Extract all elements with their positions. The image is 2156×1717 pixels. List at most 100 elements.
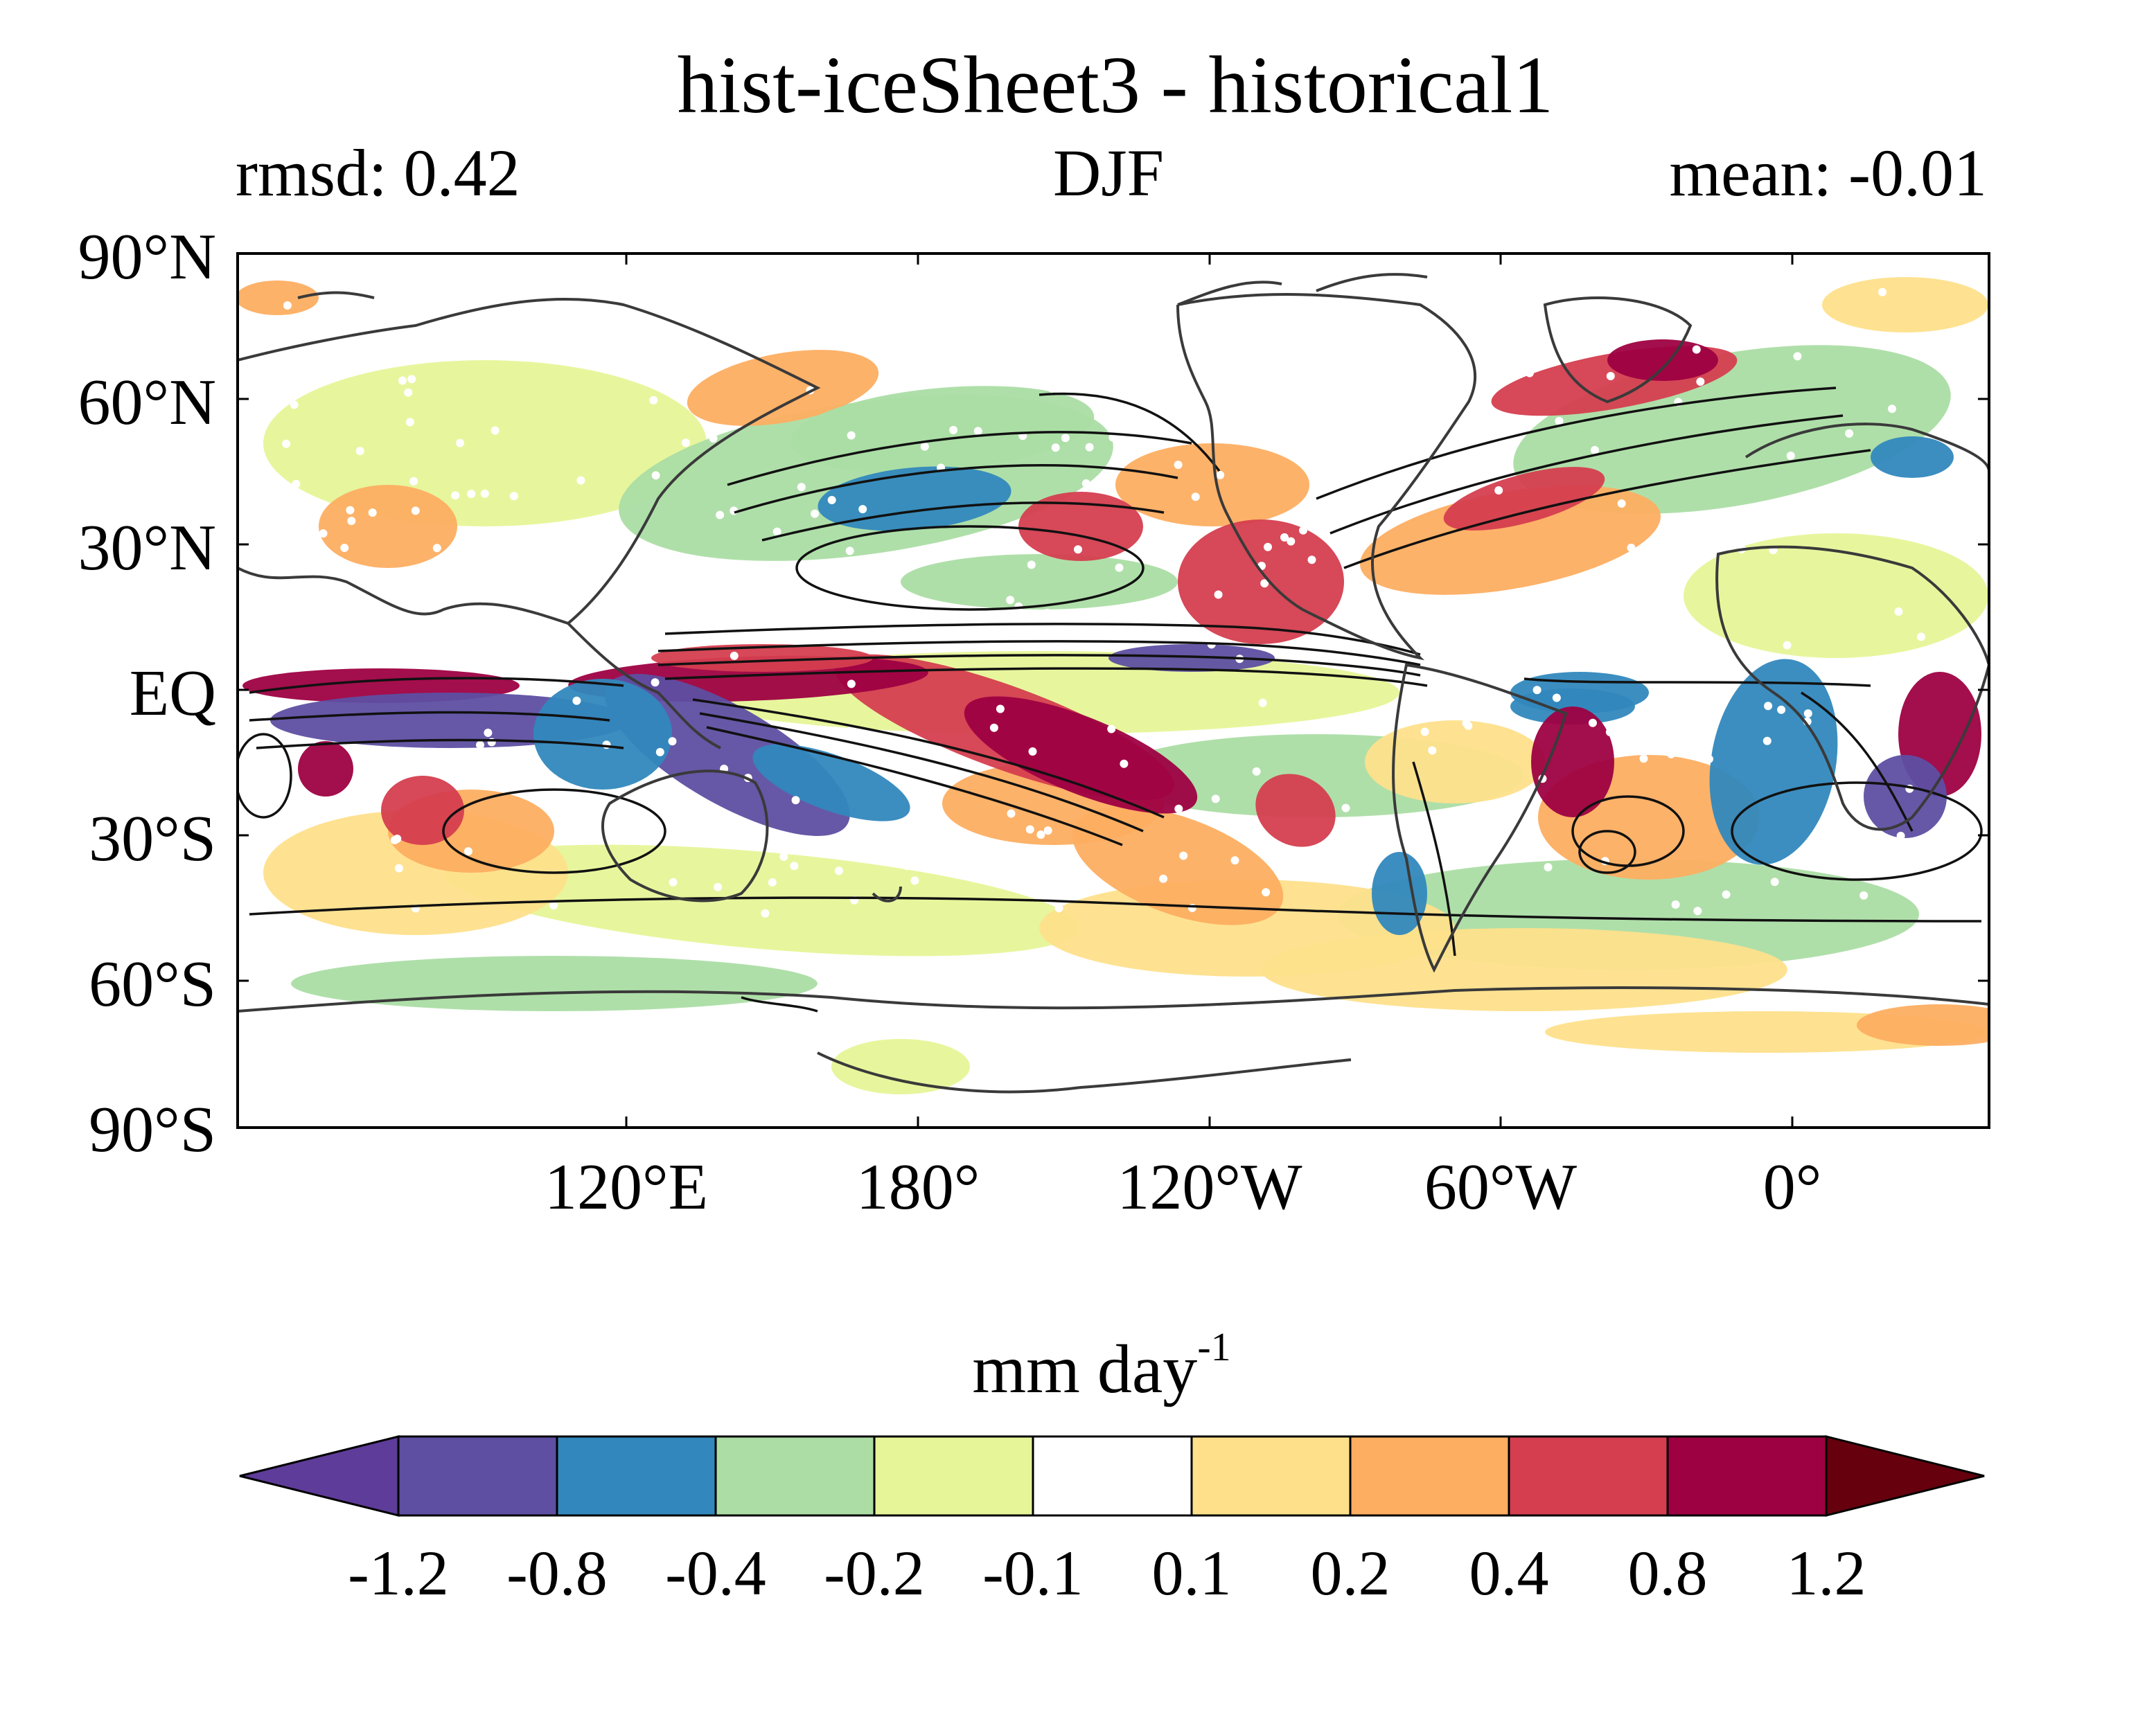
coastline [1715, 545, 1989, 831]
stipple-dot [398, 299, 407, 308]
colorbar-unit-exponent: -1 [1197, 1324, 1230, 1369]
stipple-dot [768, 878, 777, 887]
stipple-dot [1605, 728, 1614, 736]
stipple-dot [1025, 825, 1034, 834]
anomaly-patch [1531, 706, 1614, 817]
stipple-dot [1696, 377, 1705, 386]
stipple-dot [1589, 718, 1597, 727]
stipple-dot [362, 749, 371, 758]
contour-line [692, 698, 1165, 819]
stipple-dot [1115, 563, 1124, 572]
lon-label-60w: 60°W [1424, 1151, 1578, 1223]
contour-line [706, 726, 1123, 846]
contour-line [256, 738, 624, 749]
coastlines [238, 273, 1989, 1094]
stipple-dot [651, 471, 660, 480]
stipple-dot [1006, 596, 1015, 605]
contour-line [664, 667, 1428, 687]
stipple-dot [1705, 754, 1713, 763]
lon-label-120w: 120°W [1117, 1151, 1302, 1223]
colorbar-extend-high [1825, 1435, 1985, 1517]
stipple-dot [1011, 340, 1020, 349]
anomaly-patch [651, 644, 873, 672]
contour-line [761, 501, 1165, 542]
stipple-dot [1387, 598, 1396, 606]
colorbar-label-p0.8: 0.8 [1628, 1538, 1708, 1608]
colorbar-label-p1.2: 1.2 [1787, 1538, 1866, 1608]
stipple-dot [666, 837, 675, 846]
stipple-dot [1693, 907, 1702, 916]
rmsd-label: rmsd: 0.42 [236, 136, 520, 210]
stipple-dot [347, 517, 356, 526]
contour-line [699, 712, 1144, 833]
contour-line [1412, 761, 1456, 957]
stipple-dot [847, 431, 856, 440]
colorbar-segment [1349, 1435, 1510, 1517]
stipple-dot [920, 442, 929, 451]
stipple-dot [1041, 289, 1049, 298]
stipple-dot [549, 901, 558, 910]
stipple-dot [822, 303, 831, 312]
stipple-dot [1043, 826, 1052, 835]
stipple-dot [903, 862, 912, 871]
stipple-dot [1793, 352, 1802, 361]
anomaly-patch [818, 466, 1011, 531]
contour-line [657, 654, 1421, 677]
coastline [297, 291, 375, 299]
climatology-contours [238, 386, 1983, 1013]
anomaly-patch [1864, 755, 1947, 838]
lon-label-0: 0° [1763, 1151, 1822, 1223]
stipple-dot [1264, 542, 1272, 551]
stipple-dot [1408, 471, 1417, 480]
lat-label-eq: EQ [130, 657, 216, 729]
stipple-dot [271, 510, 280, 519]
lon-label-180: 180° [856, 1151, 980, 1223]
coastline [872, 886, 902, 902]
stipple-dot [1300, 361, 1309, 370]
colorbar [239, 1435, 1985, 1517]
colorbar-segment [1666, 1435, 1828, 1517]
colorbar-label-m1.2: -1.2 [348, 1538, 449, 1608]
stipple-dot [858, 505, 867, 514]
stipple-dot [407, 375, 416, 384]
stipple-dot [946, 355, 955, 364]
colorbar-title: mm day-1 [972, 1324, 1230, 1407]
stipple-dot [1338, 533, 1348, 542]
stipple-dot [476, 740, 484, 749]
stipple-dot [1762, 736, 1771, 745]
contour-closed [442, 788, 666, 874]
longitude-labels: 120°E 180° 120°W 60°W 0° [545, 1151, 1821, 1223]
stipple-dot [811, 509, 820, 518]
anomaly-patch [1443, 467, 1605, 531]
stipple-dot [924, 306, 933, 315]
colorbar-label-m0.4: -0.4 [665, 1538, 766, 1608]
stipple-dot [1896, 831, 1905, 840]
latitude-labels: 90°N 60°N 30°N EQ 30°S 60°S 90°S [78, 221, 216, 1166]
stipple-dot [1009, 333, 1018, 342]
stipple-dot [989, 723, 998, 732]
contour-line [664, 623, 1421, 656]
contour-line [249, 677, 624, 694]
stipple-dot [1036, 632, 1045, 640]
stipple-dot [1460, 296, 1469, 305]
stipple-dot [1287, 537, 1296, 546]
stipple-dot [691, 582, 700, 591]
stipple-dot [1260, 579, 1269, 588]
contour-line [249, 896, 1982, 923]
coastline [817, 1051, 1352, 1094]
stipple-dot [1894, 607, 1903, 616]
stipple-dot [797, 483, 806, 492]
stipple-dot [1827, 673, 1836, 682]
stipple-dot [1007, 809, 1016, 818]
stipple-dot [1159, 549, 1168, 558]
stipple-dot [1555, 416, 1564, 425]
anomaly-patch [1607, 339, 1718, 381]
stipple-dot [1159, 874, 1168, 883]
stipple-dot [544, 288, 553, 297]
stipple-dot [411, 506, 420, 515]
contour-line [741, 996, 818, 1013]
stipple-dot [1054, 904, 1063, 913]
stipple-dot [1107, 724, 1116, 733]
stipple-dot [1909, 844, 1918, 853]
lat-label-30s: 30°S [89, 803, 216, 875]
